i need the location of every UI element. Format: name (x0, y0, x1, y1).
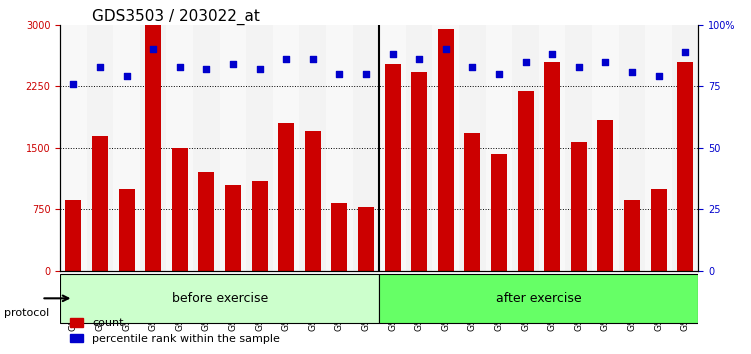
Point (227, 61, 239, 67)
FancyBboxPatch shape (379, 274, 698, 323)
Bar (412, 72, 427, 271)
Bar (331, 203, 347, 271)
Bar (619, 25, 645, 271)
Point (599, 59, 611, 64)
Point (413, 56, 425, 62)
Bar (193, 25, 219, 271)
Bar (246, 25, 273, 271)
Bar (225, 185, 241, 271)
Bar (464, 133, 481, 271)
Bar (512, 25, 539, 271)
Bar (571, 142, 587, 271)
Bar (385, 64, 400, 271)
Point (94, 64, 106, 69)
Bar (459, 25, 486, 271)
Bar (433, 25, 459, 271)
Bar (624, 200, 640, 271)
Text: after exercise: after exercise (496, 292, 582, 305)
Point (493, 71, 505, 77)
Point (280, 56, 292, 62)
Point (121, 74, 133, 79)
Point (440, 47, 452, 52)
Point (546, 51, 558, 57)
Bar (167, 25, 193, 271)
Point (173, 64, 185, 69)
Bar (278, 123, 294, 271)
Text: GDS3503 / 203022_at: GDS3503 / 203022_at (92, 8, 260, 25)
Point (147, 47, 159, 52)
Bar (592, 25, 619, 271)
Bar (326, 25, 353, 271)
Bar (172, 148, 188, 271)
Bar (252, 181, 267, 271)
Point (466, 64, 478, 69)
Bar (566, 25, 592, 271)
Bar (645, 25, 672, 271)
Bar (353, 25, 379, 271)
Point (306, 56, 318, 62)
Point (626, 69, 638, 74)
Bar (491, 154, 507, 271)
Legend: count, percentile rank within the sample: count, percentile rank within the sample (65, 314, 285, 348)
Bar (220, 25, 246, 271)
Bar (672, 25, 698, 271)
Bar (198, 172, 214, 271)
Bar (406, 25, 433, 271)
Point (201, 66, 213, 72)
Text: protocol: protocol (4, 308, 49, 318)
Bar (65, 200, 81, 271)
Bar (358, 207, 374, 271)
Bar (273, 25, 300, 271)
Bar (145, 25, 161, 271)
Point (679, 49, 691, 55)
Bar (119, 189, 134, 271)
Bar (60, 25, 86, 271)
Bar (539, 25, 566, 271)
Bar (486, 25, 512, 271)
Bar (438, 29, 454, 271)
Bar (113, 25, 140, 271)
Point (254, 66, 266, 72)
Point (68, 81, 80, 87)
Bar (300, 25, 326, 271)
Bar (305, 131, 321, 271)
Point (520, 59, 532, 64)
Bar (517, 91, 533, 271)
Bar (379, 25, 406, 271)
Bar (677, 62, 693, 271)
Bar (650, 189, 667, 271)
Bar (92, 136, 108, 271)
Point (387, 51, 399, 57)
Bar (544, 62, 560, 271)
Point (360, 71, 372, 77)
Point (653, 74, 665, 79)
Text: before exercise: before exercise (171, 292, 268, 305)
Bar (597, 120, 614, 271)
Bar (86, 25, 113, 271)
FancyBboxPatch shape (60, 274, 379, 323)
Point (573, 64, 585, 69)
Point (333, 71, 345, 77)
Bar (140, 25, 167, 271)
